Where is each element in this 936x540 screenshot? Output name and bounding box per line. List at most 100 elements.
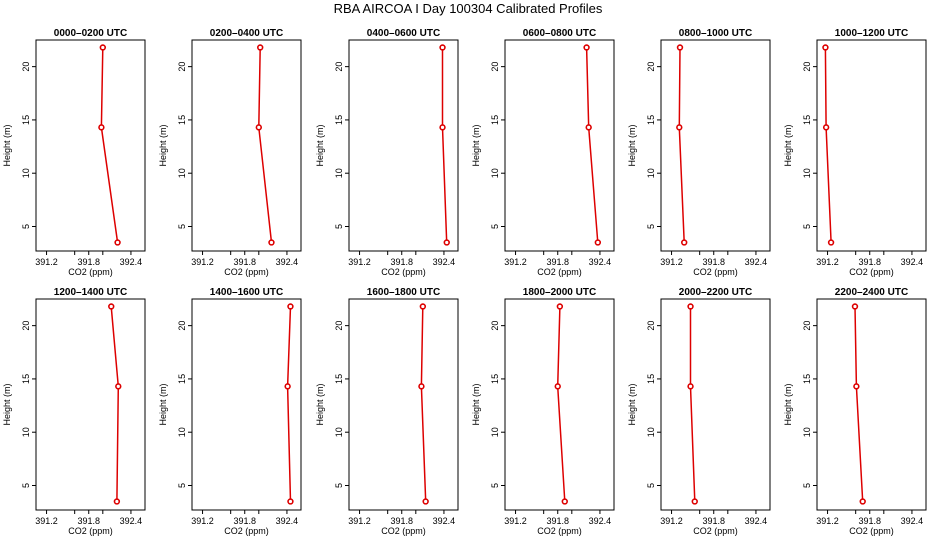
panel-9: 1600–1800 UTC 391.2 391.8 392.4 5 10 15 20 CO2 (… — [315, 287, 459, 536]
x-axis-label: CO2 (ppm) — [224, 526, 269, 536]
data-point — [681, 239, 688, 246]
panel-grid: 0000–0200 UTC 391.2 391.8 392.4 5 10 15 20 CO2 (… — [2, 28, 927, 536]
panel-title: 0200–0400 UTC — [210, 28, 283, 39]
x-tick-label: 391.2 — [504, 257, 527, 267]
data-point — [554, 383, 561, 390]
x-tick-label: 392.4 — [589, 516, 612, 526]
panel-2: 0200–0400 UTC 391.2 391.8 392.4 5 10 15 20 CO2 (… — [158, 28, 302, 277]
panel-7: 1200–1400 UTC 391.2 391.8 392.4 5 10 15 20 CO2 (… — [2, 287, 146, 536]
y-tick-label: 15 — [177, 374, 187, 384]
x-axis-label: CO2 (ppm) — [693, 267, 738, 277]
panel-title: 2200–2400 UTC — [835, 287, 908, 298]
y-tick-label: 20 — [21, 62, 31, 72]
x-tick-label: 392.4 — [745, 257, 768, 267]
y-axis-label: Height (m) — [315, 383, 325, 425]
panel-6: 1000–1200 UTC 391.2 391.8 392.4 5 10 15 20 CO2 (… — [783, 28, 927, 277]
y-tick-label: 10 — [334, 168, 344, 178]
profile-line — [678, 47, 685, 243]
plot-frame — [504, 39, 615, 252]
y-tick-label: 20 — [334, 321, 344, 331]
data-point — [268, 239, 275, 246]
data-point — [687, 303, 694, 310]
y-axis-label: Height (m) — [158, 383, 168, 425]
data-point — [827, 239, 835, 246]
panel-title: 2000–2200 UTC — [679, 287, 752, 298]
x-tick-label: 391.8 — [858, 516, 881, 526]
data-point — [287, 303, 294, 310]
y-tick-label: 15 — [334, 115, 344, 125]
y-axis-label: Height (m) — [627, 383, 637, 425]
plot-frame — [348, 39, 459, 252]
x-tick-label: 391.8 — [233, 257, 256, 267]
x-tick-label: 391.8 — [77, 516, 100, 526]
y-tick-label: 5 — [490, 483, 500, 488]
y-axis-label: Height (m) — [2, 383, 12, 425]
data-point — [585, 124, 592, 131]
y-axis-label: Height (m) — [471, 124, 481, 166]
x-axis-label: CO2 (ppm) — [381, 526, 426, 536]
y-tick-label: 15 — [646, 374, 656, 384]
y-tick-label: 10 — [490, 168, 500, 178]
profile-line — [258, 47, 273, 243]
y-tick-label: 10 — [490, 427, 500, 437]
x-tick-label: 391.2 — [35, 257, 58, 267]
x-tick-label: 391.2 — [191, 516, 214, 526]
x-tick-label: 391.8 — [702, 257, 725, 267]
plot-frame — [191, 298, 302, 511]
y-tick-label: 15 — [646, 115, 656, 125]
y-tick-label: 5 — [334, 224, 344, 229]
y-tick-label: 5 — [177, 224, 187, 229]
y-axis-label: Height (m) — [783, 124, 793, 166]
data-point — [443, 239, 450, 246]
x-tick-label: 392.4 — [276, 257, 299, 267]
y-tick-label: 10 — [334, 427, 344, 437]
x-tick-label: 391.8 — [546, 257, 569, 267]
panel-5: 0800–1000 UTC 391.2 391.8 392.4 5 10 15 20 CO2 (… — [627, 28, 771, 277]
data-point — [822, 124, 830, 131]
x-tick-label: 391.2 — [660, 257, 683, 267]
data-point — [255, 124, 263, 131]
data-point — [99, 44, 107, 51]
data-point — [418, 383, 425, 390]
y-tick-label: 15 — [177, 115, 187, 125]
data-point — [691, 498, 698, 505]
y-axis-label: Height (m) — [158, 124, 168, 166]
panel-title: 1400–1600 UTC — [210, 287, 283, 298]
x-axis-label: CO2 (ppm) — [693, 526, 738, 536]
panel-11: 2000–2200 UTC 391.2 391.8 392.4 5 10 15 20 CO2 (… — [627, 287, 771, 536]
x-axis-label: CO2 (ppm) — [537, 526, 582, 536]
x-tick-label: 391.2 — [816, 516, 839, 526]
data-point — [859, 498, 866, 505]
panel-title: 0000–0200 UTC — [54, 28, 127, 39]
data-point — [439, 124, 446, 131]
profile-line — [100, 47, 119, 243]
plot-frame — [816, 39, 927, 252]
plot-frame — [816, 298, 927, 511]
plot-frame — [191, 39, 302, 252]
x-tick-label: 391.2 — [504, 516, 527, 526]
data-point — [113, 498, 121, 505]
y-tick-label: 20 — [177, 321, 187, 331]
data-point — [419, 303, 427, 310]
data-point — [422, 498, 429, 505]
y-tick-label: 10 — [646, 168, 656, 178]
y-axis-label: Height (m) — [783, 383, 793, 425]
profile-line — [585, 47, 599, 243]
y-tick-label: 5 — [21, 224, 31, 229]
plot-frame — [35, 39, 146, 252]
data-point — [108, 303, 115, 310]
x-tick-label: 391.8 — [702, 516, 725, 526]
y-tick-label: 15 — [21, 374, 31, 384]
data-point — [594, 239, 602, 246]
panel-title: 0600–0800 UTC — [523, 28, 596, 39]
data-point — [851, 303, 859, 310]
x-tick-label: 391.2 — [348, 257, 371, 267]
x-axis-label: CO2 (ppm) — [224, 267, 269, 277]
panel-12: 2200–2400 UTC 391.2 391.8 392.4 5 10 15 20 CO2 (… — [783, 287, 927, 536]
y-tick-label: 15 — [490, 115, 500, 125]
y-tick-label: 20 — [490, 321, 500, 331]
profile-line — [441, 47, 448, 243]
profile-line — [824, 47, 832, 243]
data-point — [676, 124, 683, 131]
